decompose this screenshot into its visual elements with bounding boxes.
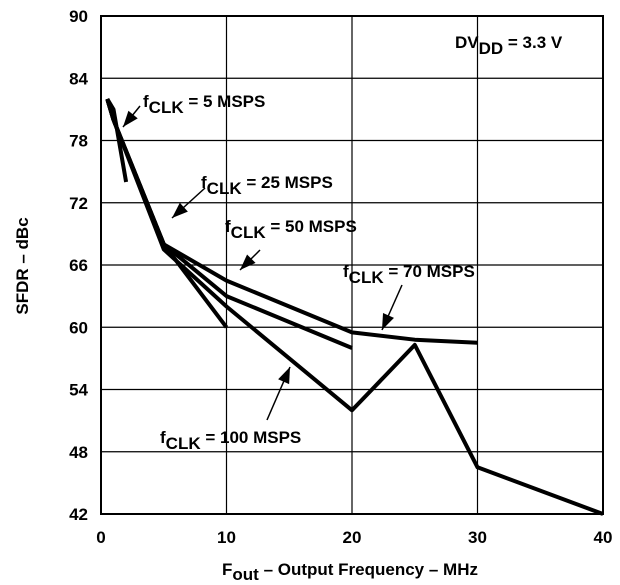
series-label-25msps-sub: CLK [207,179,243,198]
series-label-70msps-rest: = 70 MSPS [384,262,475,281]
y-tick-label: 90 [69,7,88,26]
x-tick-label: 40 [594,528,613,547]
series-label-5msps-sub: CLK [149,98,185,117]
x-tick-label: 10 [217,528,236,547]
arrow-70msps [381,284,403,331]
series-label-70msps-sub: CLK [349,268,385,287]
series-label-50msps: fCLK = 50 MSPS [225,217,357,242]
series-label-5msps: fCLK = 5 MSPS [143,92,265,117]
y-tick-label: 42 [69,505,88,524]
x-axis-label-main: F [222,560,232,579]
y-tick-label: 78 [69,132,88,151]
condition-rest: = 3.3 V [503,33,563,52]
x-tick-label: 0 [96,528,105,547]
series-label-50msps-rest: = 50 MSPS [266,217,357,236]
series-label-25msps-rest: = 25 MSPS [242,173,333,192]
x-axis-label-sub: out [232,565,259,584]
series-label-100msps-rest: = 100 MSPS [201,428,302,447]
plot-frame [100,15,604,515]
y-axis-label: SFDR – dBc [13,217,32,314]
series-label-50msps-main: f [225,217,231,236]
series-label-100msps-main: f [160,428,166,447]
condition-label: DVDD = 3.3 V [455,33,563,58]
series-label-5msps-rest: = 5 MSPS [184,92,266,111]
series-label-5msps-main: f [143,92,149,111]
y-tick-label: 60 [69,318,88,337]
series-label-25msps: fCLK = 25 MSPS [201,173,333,198]
y-tick-label: 54 [69,381,88,400]
series-label-70msps: fCLK = 70 MSPS [343,262,475,287]
series-label-100msps-sub: CLK [166,434,202,453]
x-axis-label-rest: – Output Frequency – MHz [259,560,478,579]
series-label-70msps-main: f [343,262,349,281]
x-tick-label: 20 [343,528,362,547]
series-line-4 [105,98,604,516]
arrow-50msps [239,249,261,271]
x-axis-label: Fout – Output Frequency – MHz [222,560,478,584]
arrow-25msps [171,187,206,219]
annotation-arrows [122,105,403,421]
y-tick-label: 84 [69,69,88,88]
x-tick-label: 30 [468,528,487,547]
series-label-100msps: fCLK = 100 MSPS [160,428,301,453]
y-tick-label: 72 [69,194,88,213]
series-label-25msps-main: f [201,173,207,192]
y-tick-label: 48 [69,443,88,462]
condition-main: DV [455,33,479,52]
series-lines [105,97,604,516]
series-label-50msps-sub: CLK [231,223,267,242]
series-line-1 [105,98,229,329]
arrow-100msps [266,366,291,421]
tick-labels: 0 10 20 30 40 42 48 54 60 66 72 78 84 90 [69,7,612,547]
y-tick-label: 66 [69,256,88,275]
condition-sub: DD [479,39,504,58]
arrow-5msps [122,105,141,128]
